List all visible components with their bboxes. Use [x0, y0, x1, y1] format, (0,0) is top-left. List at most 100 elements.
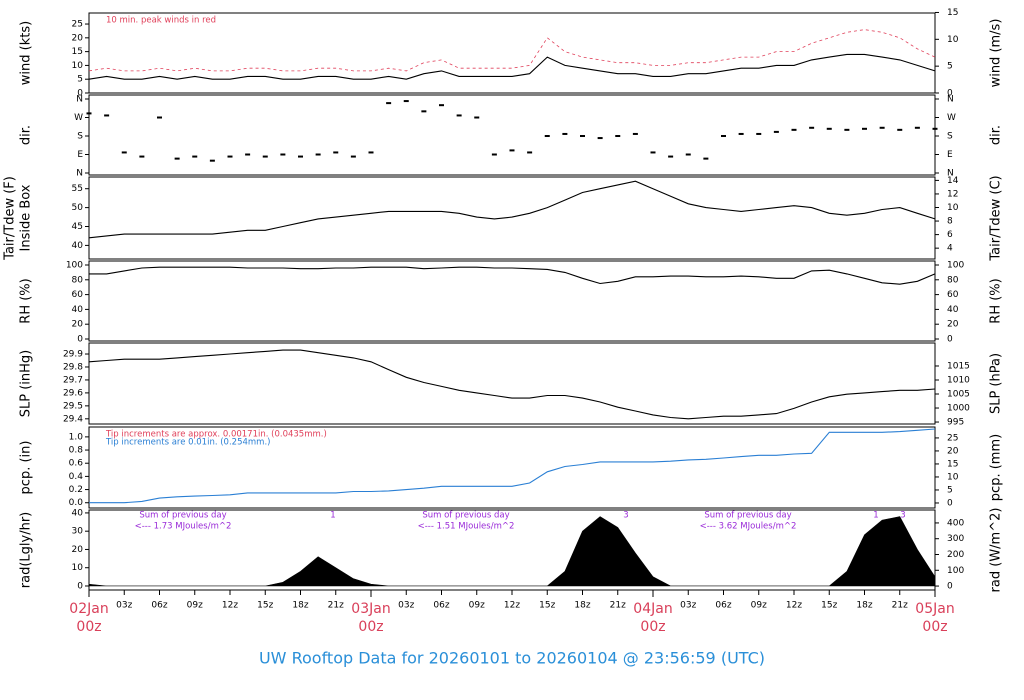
y2-tick-label: 1015 — [947, 361, 970, 371]
y2-tick-label: 15 — [947, 459, 958, 469]
y-tick-label: 29.6 — [63, 388, 83, 398]
direction-point — [809, 126, 815, 129]
direction-point — [456, 114, 462, 117]
direction-point — [298, 155, 303, 158]
y2-tick-label: 5 — [947, 485, 953, 495]
y2-tick-label: 200 — [947, 550, 964, 560]
direction-point — [403, 100, 409, 103]
y-axis-label: Tair/Tdew (F) — [3, 176, 18, 261]
date-label: 05Jan — [915, 601, 954, 617]
y2-tick-label: 10 — [947, 203, 959, 213]
annotation: <--- 1.51 MJoules/m^2 — [418, 522, 515, 532]
y-tick-label: 60 — [72, 290, 84, 300]
direction-point — [280, 153, 286, 156]
direction-point — [421, 110, 427, 113]
y2-axis-label: wind (m/s) — [989, 19, 1004, 88]
x-tick-label: 15z — [821, 601, 837, 611]
y2-tick-label: 0 — [947, 498, 953, 508]
direction-point — [791, 128, 797, 131]
direction-point — [192, 155, 198, 158]
direction-point — [527, 151, 533, 154]
direction-point — [157, 116, 162, 119]
y-axis-label: pcp. (in) — [19, 441, 34, 495]
annotation: <--- 3.62 MJoules/m^2 — [700, 522, 797, 532]
y-tick-label: 10 — [72, 563, 84, 573]
series-line — [88, 29, 936, 72]
y2-tick-label: 20 — [947, 320, 959, 330]
series-line — [89, 428, 936, 504]
y2-tick-label: 10 — [947, 472, 959, 482]
annotation: 1 — [330, 511, 335, 521]
y-tick-label: N — [76, 169, 83, 179]
y2-tick-label: E — [947, 150, 953, 160]
y-tick-label: S — [77, 132, 83, 142]
y2-tick-label: 60 — [947, 290, 959, 300]
x-tick-label: 09z — [187, 601, 203, 611]
y2-tick-label: S — [947, 132, 953, 142]
y2-tick-label: 12 — [947, 189, 958, 199]
y2-tick-label: 0 — [947, 335, 953, 345]
direction-point — [474, 116, 480, 119]
direction-point — [174, 157, 180, 160]
y2-tick-label: 20 — [947, 446, 959, 456]
date-hour-label: 00z — [76, 619, 101, 635]
y2-tick-label: N — [947, 95, 954, 105]
y-tick-label: N — [76, 95, 83, 105]
y-tick-label: 45 — [72, 222, 83, 232]
annotation: 1 — [873, 511, 878, 521]
y2-tick-label: 14 — [947, 176, 959, 186]
y-tick-label: 40 — [72, 305, 84, 315]
annotation: Tip increments are 0.01in. (0.254mm.) — [105, 438, 270, 448]
direction-point — [897, 128, 903, 131]
y2-tick-label: 300 — [947, 534, 964, 544]
y2-axis-label: Tair/Tdew (C) — [989, 175, 1004, 261]
y2-axis-label: rad (W/m^2) — [989, 508, 1004, 593]
y-tick-label: 20 — [72, 320, 84, 330]
x-tick-label: 09z — [469, 601, 485, 611]
y-tick-label: 55 — [72, 184, 83, 194]
y2-tick-label: 8 — [947, 217, 953, 227]
date-hour-label: 00z — [358, 619, 383, 635]
date-hour-label: 00z — [922, 619, 947, 635]
direction-point — [615, 135, 621, 138]
y-tick-label: 0.2 — [69, 485, 83, 495]
y2-axis-label: SLP (hPa) — [989, 353, 1004, 414]
direction-point — [227, 155, 233, 158]
y-tick-label: 100 — [66, 260, 83, 270]
panel-frame — [88, 342, 936, 425]
y-tick-label: 40 — [72, 241, 84, 251]
direction-point — [932, 127, 938, 130]
x-tick-label: 18z — [292, 601, 308, 611]
y-tick-label: E — [77, 150, 83, 160]
y-tick-label: 0 — [77, 581, 83, 591]
y2-axis-label: RH (%) — [989, 278, 1004, 323]
y2-tick-label: 10 — [947, 35, 959, 45]
y2-tick-label: 40 — [947, 305, 959, 315]
direction-point — [738, 132, 744, 135]
y2-tick-label: N — [947, 169, 954, 179]
direction-point — [844, 128, 850, 131]
panel-frame — [88, 176, 936, 260]
y-axis-label: dir. — [19, 125, 34, 145]
y2-tick-label: 4 — [947, 244, 953, 254]
panel-frame — [88, 260, 936, 342]
direction-point — [544, 135, 550, 138]
direction-point — [104, 114, 110, 117]
direction-point — [209, 159, 215, 162]
y2-tick-label: 0 — [947, 582, 953, 592]
series-line — [88, 349, 936, 420]
date-label: 02Jan — [69, 601, 108, 617]
panel-frame — [88, 12, 936, 94]
y2-tick-label: 1005 — [947, 390, 970, 400]
direction-point — [333, 151, 339, 154]
x-tick-label: 03z — [680, 601, 696, 611]
y2-tick-label: 100 — [947, 260, 964, 270]
direction-point — [862, 127, 867, 130]
direction-point — [386, 102, 392, 105]
y-tick-label: 0 — [77, 335, 83, 345]
direction-point — [245, 153, 251, 156]
direction-point — [632, 132, 638, 135]
y-tick-label: 15 — [72, 47, 83, 57]
y2-tick-label: 995 — [947, 418, 964, 428]
